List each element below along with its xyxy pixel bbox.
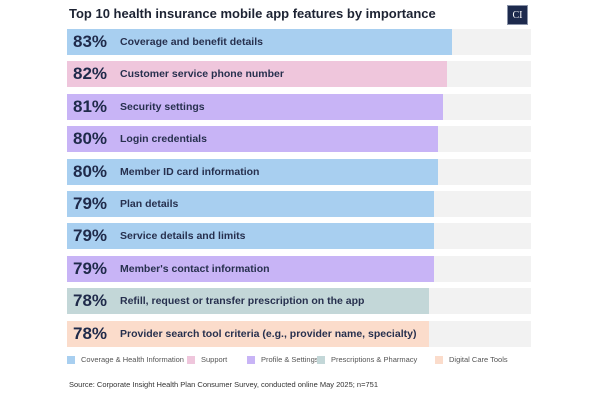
bar-track: 78% Refill, request or transfer prescript…	[67, 288, 531, 315]
legend-item: Profile & Settings	[247, 355, 319, 364]
category-label: Member ID card information	[120, 165, 260, 178]
data-label: 83%	[73, 32, 108, 51]
bar-track: 79% Member's contact information	[67, 255, 531, 282]
category-label: Member's contact information	[120, 262, 270, 275]
bar: 81% Security settings	[67, 93, 443, 120]
legend-item: Prescriptions & Pharmacy	[317, 355, 417, 364]
legend-label: Prescriptions & Pharmacy	[331, 355, 418, 364]
category-label: Security settings	[120, 100, 205, 113]
category-label: Service details and limits	[120, 230, 246, 243]
data-label: 79%	[73, 226, 108, 246]
bar: 82% Customer service phone number	[67, 61, 448, 88]
bar: 79% Plan details	[67, 191, 434, 217]
bar-track: 80% Member ID card information	[67, 158, 531, 185]
bar-track: 81% Security settings	[67, 93, 531, 120]
bar: 79% Member's contact information	[67, 255, 434, 282]
category-label: Customer service phone number	[120, 68, 284, 81]
bar-track: 79% Plan details	[67, 191, 531, 217]
bar-track: 83% Coverage and benefit details	[67, 29, 531, 55]
bar-track: 79% Service details and limits	[67, 223, 531, 250]
category-label: Refill, request or transfer prescription…	[120, 295, 365, 308]
bar: 79% Service details and limits	[67, 223, 434, 250]
bar: 78% Refill, request or transfer prescript…	[67, 288, 429, 315]
legend-label: Digital Care Tools	[449, 355, 508, 364]
legend-item: Support	[187, 355, 227, 364]
legend-label: Support	[201, 355, 228, 364]
legend-label: Profile & Settings	[261, 355, 319, 364]
legend-swatch	[247, 355, 255, 364]
legend-item: Digital Care Tools	[435, 355, 508, 364]
legend-label: Coverage & Health Information	[81, 355, 184, 364]
bar: 78% Provider search tool criteria (e.g., …	[67, 320, 429, 347]
legend-swatch	[317, 355, 325, 364]
data-label: 81%	[73, 96, 108, 116]
legend-swatch	[435, 355, 443, 364]
data-label: 78%	[73, 323, 108, 343]
category-label: Plan details	[120, 198, 179, 210]
bar-track: 80% Login credentials	[67, 126, 531, 153]
data-label: 79%	[73, 258, 108, 278]
legend-swatch	[187, 355, 195, 364]
category-label: Coverage and benefit details	[120, 36, 263, 48]
legend-swatch	[67, 355, 75, 364]
bar: 80% Member ID card information	[67, 158, 439, 185]
category-label: Login credentials	[120, 133, 207, 146]
brand-logo: CI	[507, 5, 528, 25]
bar-track: 78% Provider search tool criteria (e.g., …	[67, 320, 531, 347]
bar-track: 82% Customer service phone number	[67, 61, 531, 88]
data-label: 80%	[73, 129, 108, 149]
chart-title: Top 10 health insurance mobile app featu…	[69, 6, 436, 21]
source-note: Source: Corporate Insight Health Plan Co…	[69, 380, 379, 389]
legend-item: Coverage & Health Information	[67, 355, 184, 364]
bar: 80% Login credentials	[67, 126, 439, 153]
category-label: Provider search tool criteria (e.g., pro…	[120, 327, 417, 340]
data-label: 80%	[73, 161, 108, 181]
data-label: 82%	[73, 64, 108, 84]
bar: 83% Coverage and benefit details	[67, 29, 453, 55]
data-label: 79%	[73, 194, 108, 213]
data-label: 78%	[73, 291, 108, 311]
